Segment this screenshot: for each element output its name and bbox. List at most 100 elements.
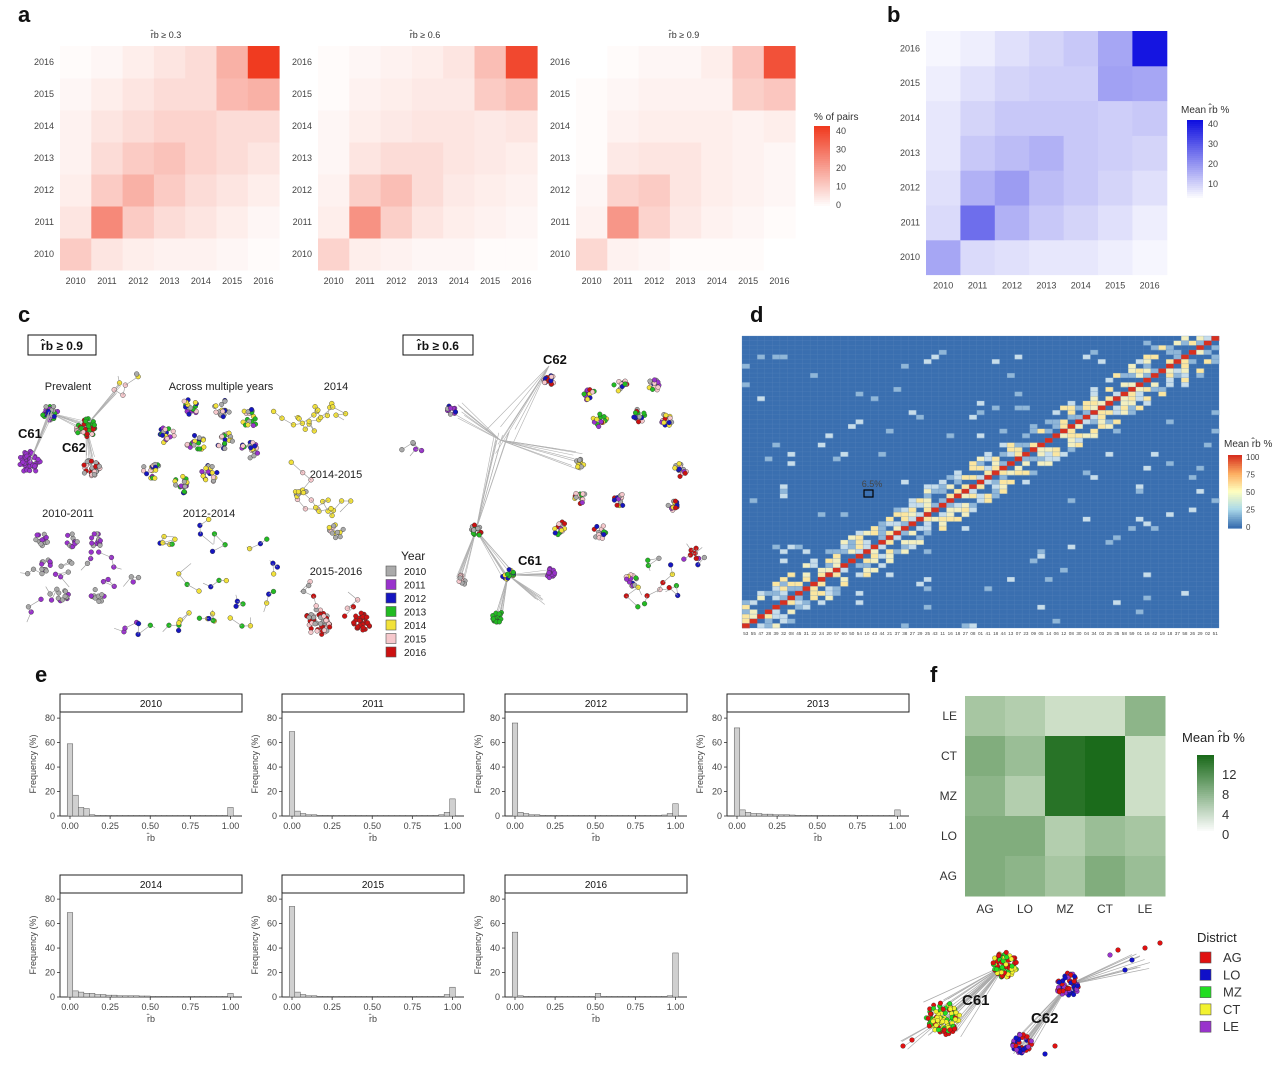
network-node bbox=[511, 570, 516, 575]
district-legend-label: LO bbox=[1223, 967, 1240, 982]
heatmap-cell bbox=[60, 78, 92, 111]
heatmap-cell bbox=[639, 78, 671, 111]
histogram-bar bbox=[889, 815, 895, 816]
histogram-bar bbox=[372, 996, 378, 997]
histogram-bar bbox=[339, 815, 345, 816]
matrix-cell bbox=[1136, 517, 1144, 522]
network-node bbox=[187, 412, 192, 417]
heatmap-cell bbox=[217, 142, 249, 175]
year-legend-swatch bbox=[386, 607, 396, 617]
histogram-y-tick-label: 40 bbox=[267, 943, 277, 953]
matrix-cell bbox=[742, 382, 750, 387]
histogram-bar bbox=[790, 815, 796, 816]
histogram-y-tick-label: 80 bbox=[712, 713, 722, 723]
histogram-bar bbox=[884, 815, 890, 816]
x-tick-label: 2014 bbox=[449, 276, 469, 286]
matrix-cell bbox=[772, 545, 780, 550]
matrix-cell-diagonal bbox=[893, 531, 901, 536]
district-legend-label: LE bbox=[1223, 1019, 1239, 1034]
matrix-cell bbox=[1007, 480, 1015, 485]
histogram-bar bbox=[334, 815, 340, 816]
matrix-cell bbox=[1068, 498, 1076, 503]
matrix-cell bbox=[878, 531, 886, 536]
network-edge bbox=[462, 412, 500, 440]
matrix-x-tick-label: 14 bbox=[1046, 631, 1052, 636]
network-node bbox=[557, 522, 562, 527]
matrix-cell bbox=[969, 494, 977, 499]
network-node bbox=[93, 587, 98, 592]
matrix-x-tick-label: 37 bbox=[1175, 631, 1181, 636]
histogram-bar bbox=[217, 815, 223, 816]
histogram-bar bbox=[405, 996, 411, 997]
matrix-cell bbox=[742, 619, 750, 624]
heatmap-cell bbox=[1132, 101, 1167, 136]
network-node bbox=[224, 578, 229, 583]
network-node bbox=[136, 621, 141, 626]
matrix-cell bbox=[856, 540, 864, 545]
heatmap-cell bbox=[443, 206, 475, 239]
histogram-x-tick-label: 0.00 bbox=[728, 821, 746, 831]
heatmap-cell bbox=[576, 78, 608, 111]
network-node bbox=[910, 1038, 915, 1043]
network-node bbox=[365, 620, 370, 625]
heatmap-a-2-title: r̂b ≥ 0.6 bbox=[409, 29, 440, 40]
histogram-x-tick-label: 1.00 bbox=[667, 821, 685, 831]
network-node bbox=[934, 1023, 939, 1028]
network-node bbox=[92, 472, 97, 477]
matrix-cell bbox=[825, 558, 833, 563]
network-node bbox=[677, 461, 682, 466]
network-node bbox=[353, 614, 358, 619]
heatmap-cell bbox=[701, 238, 733, 271]
matrix-x-tick-label: 34 bbox=[1092, 631, 1098, 636]
y-tick-label: 2015 bbox=[900, 78, 920, 88]
heatmap-cell bbox=[576, 46, 608, 79]
matrix-cell bbox=[924, 605, 932, 610]
matrix-cell bbox=[856, 419, 864, 424]
histogram-bar bbox=[645, 815, 651, 816]
heatmap-cell bbox=[248, 206, 280, 239]
matrix-cell bbox=[1143, 341, 1151, 346]
matrix-cell bbox=[818, 443, 826, 448]
network-node bbox=[211, 475, 216, 480]
heatmap-cell bbox=[926, 135, 961, 170]
network-node bbox=[667, 420, 672, 425]
network-node bbox=[1018, 1033, 1023, 1038]
matrix-x-tick-label: 08 bbox=[789, 631, 795, 636]
network-node bbox=[41, 413, 46, 418]
matrix-cell bbox=[833, 549, 841, 554]
matrix-cell bbox=[840, 512, 848, 517]
network-node bbox=[97, 464, 102, 469]
network-edge bbox=[1068, 968, 1149, 985]
matrix-cell bbox=[772, 596, 780, 601]
heatmap-cell bbox=[1125, 856, 1166, 897]
histogram-bar bbox=[389, 996, 395, 997]
heatmap-cell bbox=[506, 238, 538, 271]
matrix-cell bbox=[1143, 396, 1151, 401]
matrix-cell bbox=[803, 549, 811, 554]
matrix-cell bbox=[1090, 406, 1098, 411]
matrix-cell-diagonal bbox=[810, 582, 818, 587]
matrix-cell bbox=[1037, 457, 1045, 462]
heatmap-cell bbox=[670, 142, 702, 175]
matrix-cell bbox=[1068, 401, 1076, 406]
matrix-cell bbox=[1143, 596, 1151, 601]
histogram-y-tick-label: 80 bbox=[490, 894, 500, 904]
histogram-bar bbox=[372, 815, 378, 816]
histogram-bar bbox=[862, 815, 868, 816]
matrix-cell bbox=[1136, 368, 1144, 373]
network-node bbox=[926, 1016, 931, 1021]
matrix-cell-diagonal bbox=[1037, 443, 1045, 448]
histogram-bar bbox=[345, 815, 351, 816]
histogram-bar bbox=[551, 996, 557, 997]
matrix-cell bbox=[901, 623, 909, 628]
heatmap-cell bbox=[965, 696, 1006, 737]
histogram-bar bbox=[450, 799, 456, 816]
histogram-x-label: r̂b bbox=[591, 832, 600, 843]
matrix-cell bbox=[1143, 359, 1151, 364]
y-tick-label: MZ bbox=[940, 789, 957, 803]
matrix-x-tick-label: 43 bbox=[872, 631, 878, 636]
histogram-bar bbox=[389, 815, 395, 816]
heatmap-cell bbox=[607, 46, 639, 79]
histogram-bar bbox=[78, 807, 84, 816]
matrix-cell-diagonal bbox=[931, 507, 939, 512]
